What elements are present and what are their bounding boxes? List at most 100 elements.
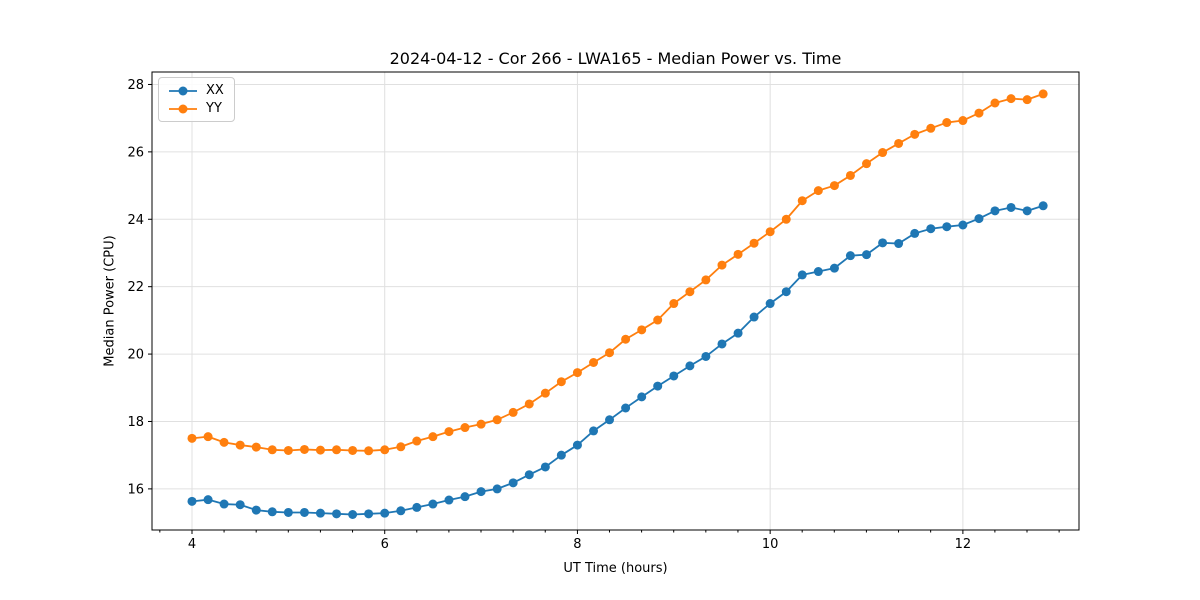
- series-yy-point: [894, 138, 904, 148]
- series-yy-point: [476, 419, 486, 429]
- series-xx: [187, 201, 1048, 519]
- gridlines: [152, 72, 1079, 530]
- series-xx-point: [219, 499, 229, 509]
- series-xx-point: [685, 361, 695, 371]
- series-yy-point: [428, 432, 438, 442]
- series-xx-point: [348, 509, 358, 519]
- legend-label-yy: YY: [206, 101, 222, 116]
- y-axis-label: Median Power (CPU): [102, 235, 118, 367]
- series-yy-point: [267, 445, 277, 455]
- series-xx-point: [187, 496, 197, 506]
- series-xx-point: [299, 507, 309, 517]
- series-yy-point: [540, 388, 550, 398]
- series-yy-point: [1038, 89, 1048, 99]
- series-yy-point: [974, 108, 984, 118]
- series-xx-point: [444, 495, 454, 505]
- series-yy-point: [444, 427, 454, 437]
- series-yy-point: [508, 407, 518, 417]
- y-tick-label: 28: [127, 78, 144, 93]
- series-xx-point: [701, 351, 711, 361]
- series-xx-point: [894, 239, 904, 249]
- series-yy-point: [653, 315, 663, 325]
- series-xx-point: [1006, 202, 1016, 212]
- series-yy-point: [605, 348, 615, 358]
- x-tick-label: 4: [188, 537, 196, 552]
- series-yy-point: [845, 170, 855, 180]
- series-xx-point: [974, 214, 984, 224]
- series-xx-point: [428, 499, 438, 509]
- series-yy-point: [765, 227, 775, 237]
- series-xx-point: [749, 312, 759, 322]
- series-yy-point: [187, 433, 197, 443]
- series-yy-point: [1022, 95, 1032, 105]
- legend-line-marker-xx: [169, 86, 197, 95]
- series-yy-point: [524, 399, 534, 409]
- series-yy-point: [251, 442, 261, 452]
- x-tick-label: 12: [955, 537, 972, 552]
- series-yy-point: [203, 432, 213, 442]
- series-yy-point: [685, 287, 695, 297]
- series-xx-point: [364, 509, 374, 519]
- y-tick-label: 18: [127, 415, 144, 430]
- series-xx-point: [508, 478, 518, 488]
- series-yy-point: [572, 368, 582, 378]
- series-xx-point: [637, 392, 647, 402]
- axis-ticks: [148, 83, 1060, 534]
- series-xx-point: [1022, 206, 1032, 216]
- series-yy-point: [219, 437, 229, 447]
- series-yy-point: [781, 214, 791, 224]
- chart-title: 2024-04-12 - Cor 266 - LWA165 - Median P…: [389, 49, 842, 68]
- series-yy-point: [299, 444, 309, 454]
- series-yy-point: [878, 148, 888, 158]
- series-yy-point: [669, 299, 679, 309]
- series-yy-point: [364, 446, 374, 456]
- series-xx-point: [733, 328, 743, 338]
- series-xx-point: [396, 506, 406, 516]
- series-yy-point: [492, 415, 502, 425]
- series-xx-point: [621, 403, 631, 413]
- series-xx-point: [572, 440, 582, 450]
- series-yy-point: [829, 181, 839, 191]
- x-tick-label: 10: [762, 537, 779, 552]
- series-yy-point: [813, 186, 823, 196]
- series-xx-point: [653, 381, 663, 391]
- series-yy: [187, 89, 1048, 456]
- series-yy-point: [637, 325, 647, 335]
- y-tick-label: 22: [127, 280, 144, 295]
- y-tick-label: 20: [127, 348, 144, 363]
- x-tick-label: 6: [381, 537, 389, 552]
- series-xx-point: [829, 263, 839, 273]
- legend: XX YY: [158, 77, 235, 122]
- series-xx-point: [1038, 201, 1048, 211]
- series-yy-point: [1006, 94, 1016, 104]
- x-axis-label: UT Time (hours): [563, 561, 668, 576]
- series-yy-point: [910, 129, 920, 139]
- series-xx-point: [942, 222, 952, 232]
- series-yy-point: [283, 445, 293, 455]
- axes-frame: [151, 71, 1080, 531]
- tick-labels: 4 6 8 10 12 16 18 20 22 24 26 28: [127, 78, 971, 552]
- y-tick-label: 24: [127, 213, 144, 228]
- series-yy-point: [589, 358, 599, 368]
- legend-label-xx: XX: [206, 83, 224, 98]
- series-xx-point: [765, 299, 775, 309]
- series-xx-point: [556, 450, 566, 460]
- series-xx-point: [878, 238, 888, 248]
- series-xx-point: [781, 287, 791, 297]
- series-yy-point: [332, 445, 342, 455]
- series-xx-point: [332, 509, 342, 519]
- series-yy-point: [460, 423, 470, 433]
- series-xx-point: [910, 228, 920, 238]
- series-yy-point: [412, 436, 422, 446]
- series-xx-point: [283, 507, 293, 517]
- legend-line-marker-yy: [169, 104, 197, 113]
- series-xx-point: [540, 462, 550, 472]
- series-yy-point: [556, 377, 566, 387]
- series-xx-point: [605, 415, 615, 425]
- series-xx-point: [958, 220, 968, 230]
- legend-item-xx: XX: [167, 83, 224, 98]
- series-yy-point: [717, 260, 727, 270]
- series-xx-point: [492, 484, 502, 494]
- series-xx-point: [589, 426, 599, 436]
